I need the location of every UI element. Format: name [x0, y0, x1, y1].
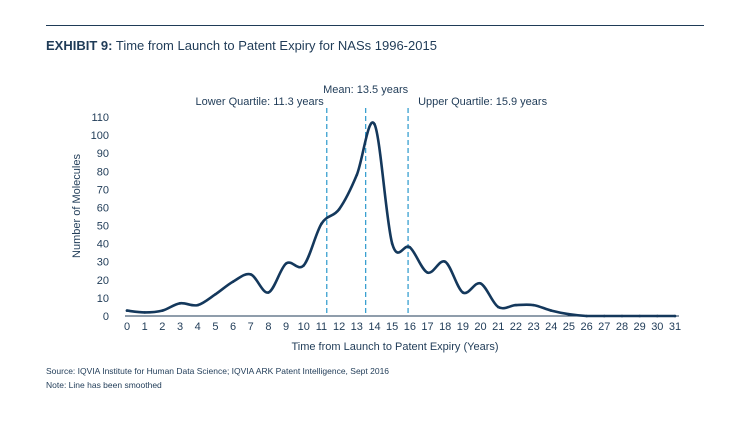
x-tick-label: 26	[580, 321, 592, 333]
x-tick-label: 11	[316, 321, 327, 333]
y-tick-label: 50	[97, 221, 109, 233]
y-tick-label: 40	[97, 239, 109, 251]
data-point	[549, 309, 553, 312]
x-tick-label: 24	[545, 321, 557, 333]
data-point	[408, 245, 412, 249]
data-point	[267, 291, 270, 294]
data-point	[656, 314, 659, 318]
data-point	[673, 314, 677, 318]
data-point	[602, 314, 606, 318]
y-tick-label: 70	[97, 184, 109, 196]
data-point	[443, 260, 447, 264]
data-point	[532, 303, 535, 307]
data-point	[585, 314, 588, 318]
data-point	[373, 122, 376, 126]
x-tick-label: 8	[265, 321, 271, 333]
data-point	[320, 222, 323, 226]
x-tick-label: 10	[298, 321, 310, 333]
data-points	[125, 122, 677, 318]
data-point	[249, 273, 253, 276]
data-point	[284, 262, 288, 265]
y-tick-label: 10	[97, 293, 109, 305]
x-tick-label: 14	[368, 321, 380, 333]
x-tick-label: 3	[177, 321, 183, 333]
reference-line-label: Upper Quartile: 15.9 years	[418, 96, 548, 108]
x-tick-label: 28	[616, 321, 628, 333]
data-point	[390, 242, 394, 245]
y-tick-label: 110	[91, 112, 109, 124]
y-tick-label: 60	[97, 202, 109, 214]
x-axis-ticks: 0 1 2 3 4 5 6 7 8 9 10 11 12 13 14 15 16 17 18 19 20 21 22 23 24…	[124, 321, 681, 333]
x-tick-label: 6	[230, 321, 236, 333]
exhibit-label: EXHIBIT 9:	[46, 38, 113, 53]
x-axis-label: Time from Launch to Patent Expiry (Years…	[291, 341, 498, 353]
series-line	[125, 121, 677, 318]
source-note: Source: IQVIA Institute for Human Data S…	[46, 366, 390, 376]
x-tick-label: 27	[598, 321, 610, 333]
x-tick-label: 4	[195, 321, 201, 333]
title-text: Time from Launch to Patent Expiry for NA…	[115, 38, 437, 53]
data-point	[461, 291, 465, 294]
y-tick-label: 80	[97, 166, 109, 178]
x-tick-label: 7	[248, 321, 254, 333]
data-point	[479, 282, 482, 285]
data-point	[620, 314, 624, 318]
x-tick-label: 5	[212, 321, 218, 333]
chart-title: EXHIBIT 9: Time from Launch to Patent Ex…	[46, 38, 437, 53]
x-tick-label: 19	[457, 321, 469, 333]
x-tick-label: 0	[124, 321, 130, 333]
y-tick-label: 90	[97, 148, 109, 160]
x-tick-label: 23	[527, 321, 539, 333]
x-tick-label: 13	[351, 321, 363, 333]
x-tick-label: 18	[439, 321, 451, 333]
data-point	[355, 173, 359, 177]
data-point	[178, 302, 182, 305]
data-point	[302, 264, 306, 267]
data-point	[161, 309, 164, 312]
reference-line-label: Mean: 13.5 years	[323, 84, 408, 96]
data-point	[231, 280, 235, 283]
x-tick-label: 17	[421, 321, 433, 333]
x-tick-label: 9	[283, 321, 289, 333]
y-tick-label: 100	[91, 130, 109, 142]
title-rule	[46, 25, 704, 26]
reference-line-label: Lower Quartile: 11.3 years	[196, 96, 325, 108]
data-point	[496, 305, 500, 309]
x-tick-label: 2	[159, 321, 165, 333]
x-tick-label: 29	[634, 321, 646, 333]
chart-notes: Source: IQVIA Institute for Human Data S…	[46, 364, 389, 392]
x-tick-label: 15	[386, 321, 398, 333]
x-tick-label: 25	[563, 321, 575, 333]
y-tick-label: 30	[97, 257, 109, 269]
data-point	[567, 312, 571, 316]
data-point	[196, 303, 200, 307]
data-point	[125, 309, 129, 312]
x-tick-label: 31	[669, 321, 681, 333]
x-tick-label: 30	[651, 321, 663, 333]
data-point	[143, 311, 146, 314]
data-point	[426, 271, 429, 274]
y-tick-label: 0	[103, 311, 109, 323]
data-point	[214, 292, 217, 296]
x-tick-label: 16	[404, 321, 416, 333]
data-point	[638, 314, 641, 318]
y-axis-label: Number of Molecules	[71, 154, 83, 258]
y-axis-ticks: 0 10 20 30 40 50 60 70 80 90 100 110	[91, 112, 109, 323]
x-tick-label: 22	[510, 321, 522, 333]
data-point	[514, 303, 518, 307]
smoothing-note: Note: Line has been smoothed	[46, 380, 162, 390]
x-tick-label: 21	[492, 321, 504, 333]
x-tick-label: 1	[142, 321, 148, 333]
x-tick-label: 20	[474, 321, 486, 333]
y-tick-label: 20	[97, 275, 109, 287]
x-tick-label: 12	[333, 321, 345, 333]
data-point	[337, 207, 341, 211]
